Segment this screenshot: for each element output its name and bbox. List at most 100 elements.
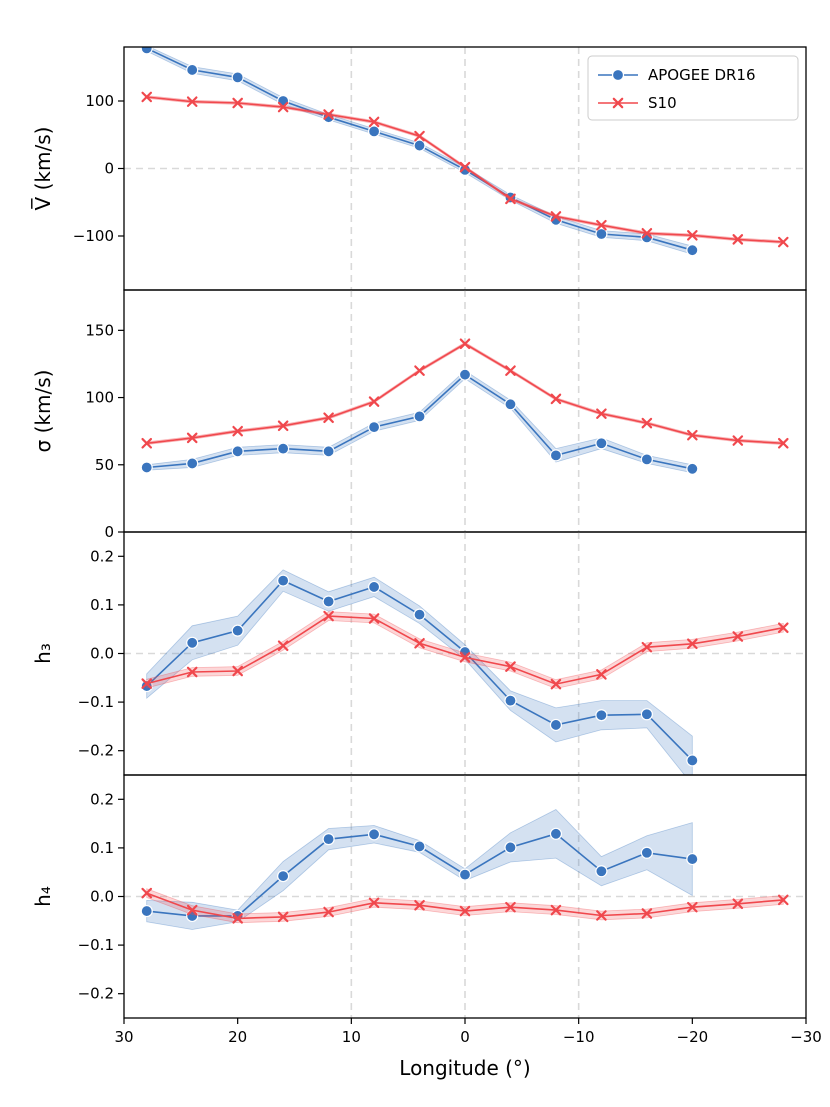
panel-h3-s10-point-6 xyxy=(414,637,425,649)
panel-h4-apogee-dr16-point-10 xyxy=(595,865,608,878)
panel-h4-data xyxy=(140,809,789,930)
panel-velocity-apogee-dr16-point-0 xyxy=(140,47,153,55)
panel-h3-ytick-label-4: 0.2 xyxy=(90,547,114,565)
panel-dispersion-apogee-dr16-point-8 xyxy=(504,398,517,411)
panel-h4-xlabel: Longitude (°) xyxy=(399,1056,530,1080)
panel-h3-s10-point-6-stroke-1 xyxy=(414,637,425,649)
panel-dispersion-s10-point-14 xyxy=(777,437,789,449)
panel-h4-ylabel: h₄ xyxy=(31,886,55,907)
panel-dispersion-apogee-dr16-point-2 xyxy=(231,445,244,458)
panel-h3-s10-point-3 xyxy=(277,640,289,652)
panel-dispersion-s10-point-2-stroke-1 xyxy=(232,425,243,437)
panel-h4-xtick-label-6: −30 xyxy=(790,1028,822,1046)
panel-h3-apogee-dr16-point-3 xyxy=(277,574,290,587)
panel-dispersion-s10-point-4-stroke-1 xyxy=(323,412,334,424)
legend-label-apogee: APOGEE DR16 xyxy=(648,66,756,84)
panel-velocity-ytick-label-2: 100 xyxy=(85,92,114,110)
panel-dispersion-s10-point-8-stroke-1 xyxy=(505,365,516,376)
panel-dispersion-s10-point-10 xyxy=(596,408,607,419)
panel-h3-s10-point-13-stroke-1 xyxy=(732,631,744,642)
panel-dispersion-s10-point-0 xyxy=(141,437,153,449)
panel-h3-apogee-dr16-point-11 xyxy=(640,708,653,721)
panel-h4-s10-point-3-stroke-1 xyxy=(277,911,289,923)
panel-dispersion-apogee-dr16-point-6 xyxy=(413,410,426,423)
panel-h3-apogee-dr16-point-4 xyxy=(322,595,335,608)
panel-velocity-s10-point-2-stroke-1 xyxy=(232,97,243,109)
panel-h4-apogee-dr16-point-8 xyxy=(504,841,517,854)
panel-dispersion-s10-point-12 xyxy=(687,429,698,441)
panel-h3-s10-point-9-stroke-1 xyxy=(550,678,562,690)
panel-h4-ytick-label-0: −0.2 xyxy=(78,985,114,1003)
panel-velocity: −100 0 100 V̅ (km/s) xyxy=(30,46,807,291)
panel-velocity-data xyxy=(140,47,789,257)
panel-velocity-s10-point-8 xyxy=(505,193,516,205)
panel-velocity-s10-point-0-stroke-1 xyxy=(141,91,153,103)
panel-dispersion-apogee-dr16-point-11 xyxy=(640,453,653,466)
panel-h4-apogee-dr16-point-7 xyxy=(458,868,472,881)
panel-h4-apogee-dr16-point-4 xyxy=(322,833,335,846)
panel-h4-s10-point-11-stroke-1 xyxy=(641,908,653,919)
panel-dispersion-s10-band xyxy=(146,341,784,446)
panel-h3-s10-point-7 xyxy=(459,652,471,663)
panel-h3-s10-point-5 xyxy=(368,613,380,624)
panel-h3-s10-point-10-stroke-1 xyxy=(596,669,607,680)
panel-velocity-apogee-dr16-point-12 xyxy=(686,244,699,257)
panel-velocity-apogee-dr16-point-7 xyxy=(458,163,472,176)
panel-dispersion-s10-point-9 xyxy=(550,393,562,405)
panel-velocity-s10-point-9-stroke-1 xyxy=(550,211,562,222)
panel-velocity-s10-point-1 xyxy=(186,96,198,107)
panel-h4-xtick-label-1: 20 xyxy=(228,1028,247,1046)
legend-marker-s10-x xyxy=(612,97,624,109)
panel-dispersion-s10-point-12-stroke-1 xyxy=(687,429,698,441)
legend-label-s10: S10 xyxy=(648,94,677,112)
panel-h3-s10-point-0 xyxy=(141,678,153,689)
panel-dispersion-ytick-label-1: 50 xyxy=(95,456,114,474)
panel-h4-s10-point-4 xyxy=(323,906,334,918)
panel-h4-ytick-label-4: 0.2 xyxy=(90,790,114,808)
panel-dispersion-s10-point-0-stroke-1 xyxy=(141,437,153,449)
panel-dispersion-apogee-dr16-point-9 xyxy=(549,449,563,462)
panel-velocity-apogee-dr16-point-1 xyxy=(186,63,199,77)
panel-h4-s10-point-7-stroke-1 xyxy=(459,905,471,917)
panel-dispersion-s10-point-1-stroke-1 xyxy=(186,432,198,444)
panel-dispersion-apogee-dr16-point-10 xyxy=(595,437,608,450)
panel-h4-s10-point-14 xyxy=(777,894,789,906)
panel-h3-s10-point-3-stroke-1 xyxy=(277,640,289,652)
panel-h4-s10-point-8 xyxy=(505,901,516,913)
panel-h3-s10-point-12-stroke-1 xyxy=(687,638,698,650)
panel-velocity-s10-point-14-stroke-1 xyxy=(777,236,789,248)
panel-h3-apogee-dr16-band xyxy=(146,569,693,775)
panel-dispersion-apogee-dr16-point-7 xyxy=(458,368,472,381)
panel-velocity-apogee-dr16-point-6 xyxy=(413,139,426,152)
panel-h4-s10-point-5 xyxy=(368,897,380,909)
panel-velocity-ylabel: V̅ (km/s) xyxy=(30,127,55,211)
panel-velocity-s10-point-8-stroke-1 xyxy=(505,193,516,205)
panel-h3-apogee-dr16-point-6 xyxy=(413,608,426,621)
panel-dispersion-s10-point-11 xyxy=(641,417,653,429)
panel-velocity-s10-point-5-stroke-1 xyxy=(368,116,380,128)
panel-dispersion-apogee-dr16-point-5 xyxy=(367,421,381,434)
panel-h4-s10-point-10 xyxy=(596,910,607,921)
panel-h4: −0.2 −0.1 0.0 0.1 0.2 h₄ 30 20 10 0 −10 −20 −30 Longi… xyxy=(31,774,822,1080)
panel-h3-apogee-dr16-point-9 xyxy=(549,718,563,732)
panel-h4-ytick-label-2: 0.0 xyxy=(90,888,114,906)
panel-h4-s10-point-10-stroke-1 xyxy=(596,910,607,921)
panel-h3-s10-point-8 xyxy=(505,661,516,672)
panel-h4-s10-point-2 xyxy=(232,913,243,924)
panel-h4-s10-point-9 xyxy=(550,904,562,916)
panel-velocity-s10-point-4 xyxy=(323,109,334,120)
panel-h3-apogee-dr16-point-8 xyxy=(504,694,517,707)
panel-h3-s10-point-11 xyxy=(641,641,653,653)
panel-h4-ytick-label-3: 0.1 xyxy=(90,839,114,857)
panel-h4-s10-point-13 xyxy=(732,898,744,910)
panel-h4-xtick-label-0: 30 xyxy=(114,1028,133,1046)
panel-h3-s10-point-14 xyxy=(777,622,789,634)
panel-dispersion-s10-point-7-stroke-1 xyxy=(459,338,471,350)
panel-dispersion-ytick-label-0: 0 xyxy=(104,523,114,541)
panel-h3-apogee-dr16-point-2 xyxy=(231,624,244,637)
panel-h4-xtick-label-5: −20 xyxy=(677,1028,709,1046)
panel-dispersion-s10-point-5 xyxy=(368,396,380,407)
panel-h4-xtick-label-3: 0 xyxy=(460,1028,470,1046)
panel-h4-s10-point-9-stroke-1 xyxy=(550,904,562,916)
panel-h4-xtick-label-4: −10 xyxy=(563,1028,595,1046)
